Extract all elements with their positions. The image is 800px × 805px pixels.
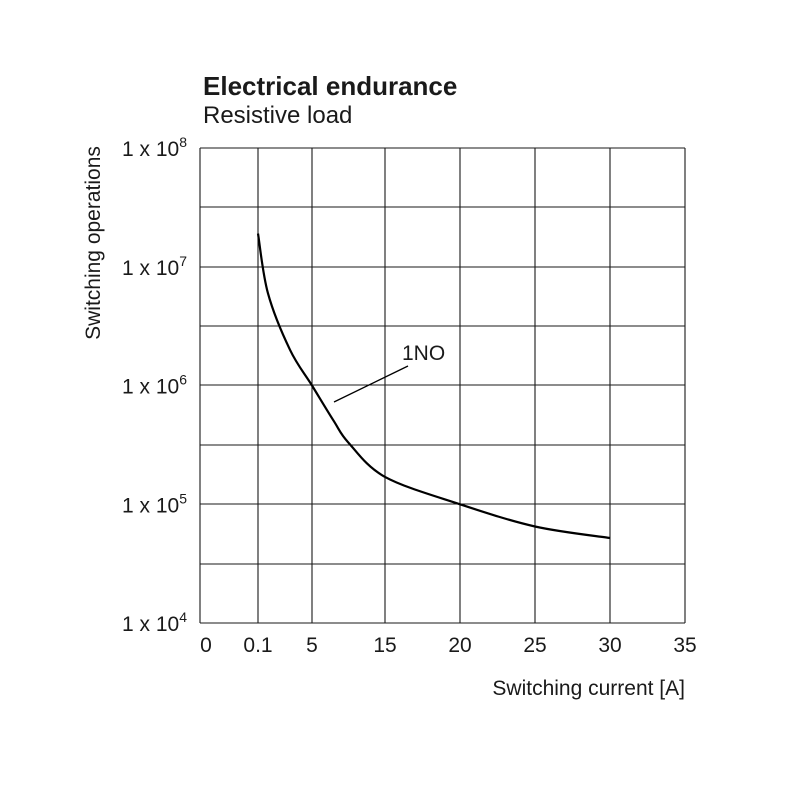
y-tick-label: 1 x 106	[122, 372, 187, 399]
x-tick-label: 15	[373, 634, 396, 657]
series-line-1no	[256, 233, 611, 540]
y-tick-label: 1 x 105	[122, 490, 187, 517]
series-label-1no: 1NO	[402, 342, 445, 365]
grid	[199, 147, 686, 624]
chart-title: Electrical endurance	[203, 71, 457, 101]
series: 1NO	[256, 233, 611, 540]
y-tick-labels: 1 x 104 1 x 105 1 x 106 1 x 107 1 x 108	[122, 134, 187, 636]
y-axis-label: Switching operations	[82, 146, 105, 340]
y-tick-label: 1 x 107	[122, 253, 187, 280]
series-label-leader	[333, 365, 409, 403]
x-tick-label: 35	[673, 634, 696, 657]
x-tick-label: 5	[306, 634, 318, 657]
x-tick-label: 25	[523, 634, 546, 657]
y-tick-label: 1 x 108	[122, 134, 187, 161]
x-tick-labels: 0 0.1 5 15 20 25 30 35	[200, 634, 697, 657]
x-tick-label: 20	[448, 634, 471, 657]
x-tick-label: 0	[200, 634, 212, 657]
x-tick-label: 0.1	[243, 634, 272, 657]
x-axis-label: Switching current [A]	[492, 677, 685, 700]
y-tick-label: 1 x 104	[122, 609, 187, 636]
x-tick-label: 30	[598, 634, 621, 657]
chart-subtitle: Resistive load	[203, 102, 352, 129]
